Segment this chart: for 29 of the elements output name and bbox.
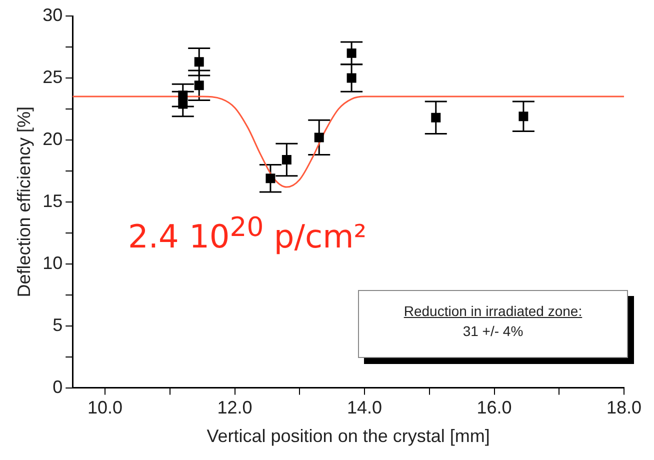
y-tick-label: 10 — [42, 252, 63, 273]
annotation: 2.4 10$^{20}$ p/cm² — [128, 212, 367, 256]
x-tick-label: 12.0 — [217, 398, 252, 418]
x-tick-label: 16.0 — [476, 398, 512, 418]
line-series — [72, 96, 624, 188]
y-tick-label: 0 — [52, 376, 63, 397]
x-tick-label: 10.0 — [88, 398, 123, 418]
point — [194, 80, 204, 90]
point — [266, 174, 276, 184]
point — [194, 57, 204, 67]
y-tick-label: 30 — [42, 4, 63, 25]
y-tick-label: 25 — [42, 66, 63, 87]
point — [282, 155, 292, 165]
point — [314, 132, 324, 142]
annotation: 31 +/- 4% — [462, 323, 524, 339]
x-tick-label: 18.0 — [606, 398, 642, 418]
y-tick-label: 20 — [42, 128, 63, 149]
y-tick-label: 5 — [52, 314, 63, 335]
point — [178, 99, 188, 109]
point — [346, 73, 356, 83]
x-axis-title: Vertical position on the crystal [mm] — [206, 426, 490, 446]
point — [431, 112, 441, 122]
point — [346, 48, 356, 58]
annotation: Reduction in irradiated zone: — [402, 303, 584, 319]
y-axis-title: Deflection efficiency [%] — [14, 106, 34, 298]
point — [178, 90, 188, 100]
point — [518, 112, 528, 122]
x-tick-label: 14.0 — [347, 398, 382, 418]
y-tick-label: 15 — [42, 190, 63, 211]
